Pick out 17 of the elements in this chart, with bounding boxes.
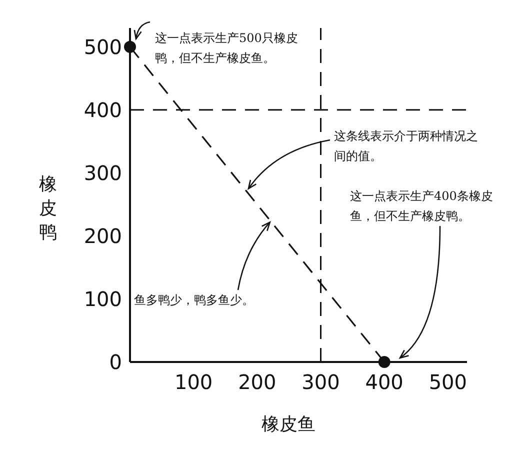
y-axis-title: 橡皮鸭 [39, 174, 57, 243]
y-tick-label: 0 [109, 350, 122, 374]
annotation: 鱼多鸭少，鸭多鱼少。 [134, 292, 255, 309]
annotation: 这一点表示生产400条橡皮鱼，但不生产橡皮鸭。 [350, 188, 494, 225]
y-tick-label: 200 [84, 224, 122, 248]
annotation: 这一点表示生产500只橡皮鸭，但不生产橡皮鱼。 [155, 30, 299, 67]
x-tick-label: 500 [428, 370, 468, 394]
x-tick-label: 200 [238, 370, 276, 394]
y-tick-label: 300 [84, 160, 122, 185]
x-tick-label: 400 [365, 370, 404, 394]
x-axis-title: 橡皮鱼 [262, 414, 316, 435]
y-tick-label: 400 [84, 98, 122, 122]
x-tick-label: 100 [174, 370, 213, 394]
y-tick-label: 500 [84, 34, 122, 59]
annotation: 这条线表示介于两种情况之间的值。 [334, 128, 479, 165]
x-tick-label: 300 [302, 370, 340, 394]
y-tick-label: 100 [84, 286, 122, 311]
